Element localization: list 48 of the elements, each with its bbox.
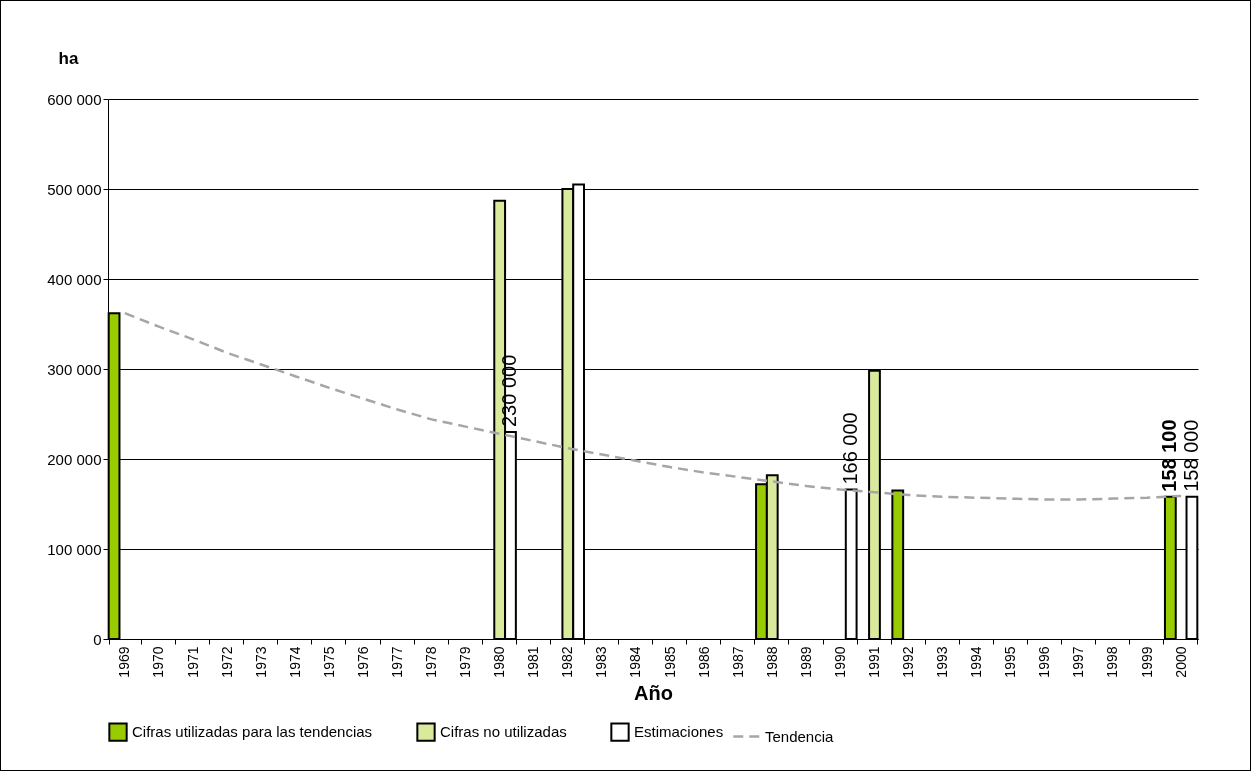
x-tick-label: 1980 [491,646,508,678]
x-tick-label: 1987 [729,646,746,678]
x-tick-label: 1989 [797,646,814,678]
x-tick-label: 1979 [457,646,474,678]
x-tick-label: 1985 [661,646,678,678]
y-tick-label: 0 [93,630,102,648]
x-tick-label: 1969 [116,646,133,678]
x-tick-label: 1982 [559,646,576,678]
x-tick-label: 1994 [968,646,985,678]
x-tick-label: 1977 [388,646,405,678]
line-series [123,311,1183,501]
x-tick-label: 1993 [934,646,951,678]
x-tick-label: 1990 [831,646,848,678]
x-tick-label: 1975 [320,646,337,678]
legend-label: Tendencia [765,727,835,745]
x-axis-title: Año [634,681,673,704]
x-tick-label: 1991 [865,646,882,678]
x-tick-label: 1997 [1070,646,1087,678]
x-tick-label: 1988 [763,646,780,678]
y-tick-label: 200 000 [47,450,102,468]
x-tick-label: 1999 [1138,646,1155,678]
x-tick-label: 1978 [423,646,440,678]
x-tick-label: 1998 [1104,646,1121,678]
data-label: 158 100 [1158,419,1181,492]
y-tick-label: 500 000 [47,180,102,198]
data-label: 158 000 [1179,419,1202,492]
x-tick-label: 1996 [1036,646,1053,678]
x-tick-label: 1986 [695,646,712,678]
legend-label: Cifras no utilizadas [440,723,567,741]
x-tick-label: 1973 [252,646,269,678]
x-tick-label: 1992 [900,646,917,678]
x-tick-label: 1971 [184,646,201,678]
x-tick-label: 1984 [627,646,644,678]
x-tick-label: 1983 [593,646,610,678]
x-tick-label: 1995 [1002,646,1019,678]
x-tick-label: 2000 [1172,646,1189,678]
x-tick-label: 1972 [218,646,235,678]
y-tick-label: 300 000 [47,360,102,378]
legend-label: Estimaciones [634,723,724,741]
x-tick-label: 1981 [525,646,542,678]
y-tick-label: 100 000 [47,540,102,558]
y-tick-label: 600 000 [47,90,102,108]
x-tick-label: 1974 [286,646,303,678]
legend-label: Cifras utilizadas para las tendencias [132,723,373,741]
x-tick-label: 1970 [150,646,167,678]
x-tick-label: 1976 [354,646,371,678]
y-tick-label: 400 000 [47,270,102,288]
y-axis-title: ha [58,48,79,68]
